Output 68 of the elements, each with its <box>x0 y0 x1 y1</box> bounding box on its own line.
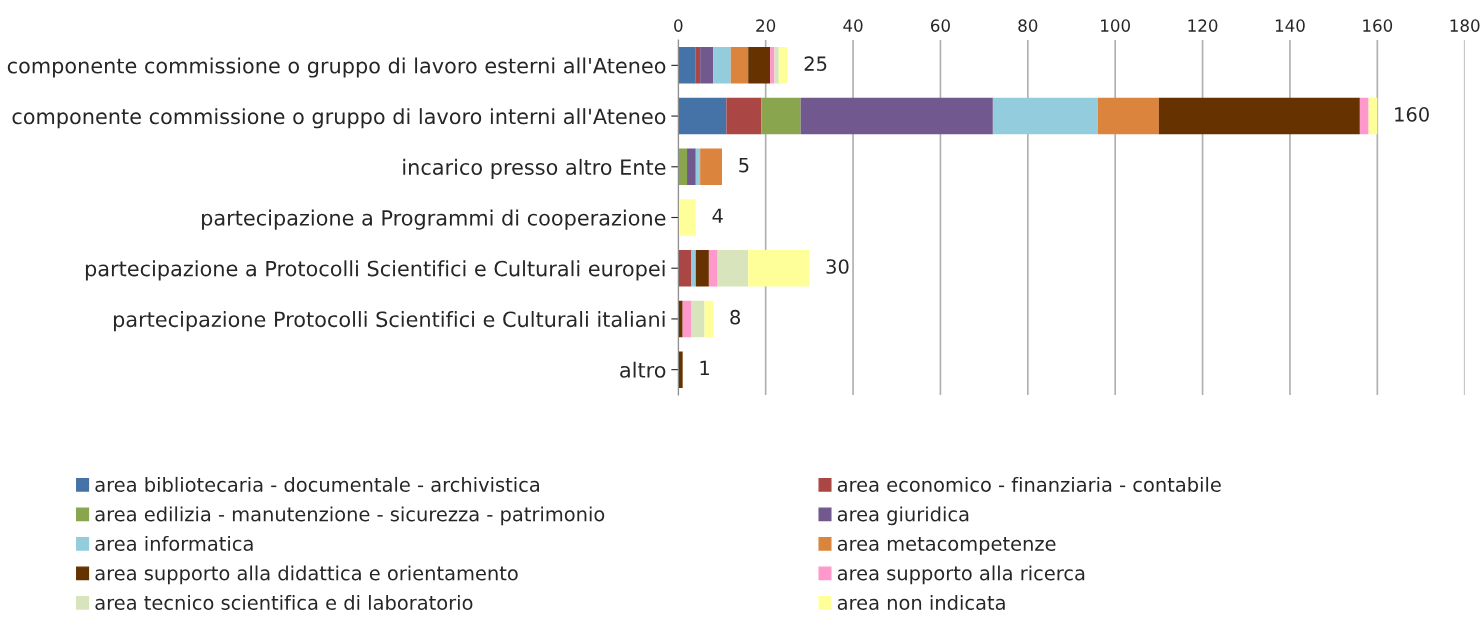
bar <box>678 300 683 338</box>
legend-label: area informatica <box>95 535 253 551</box>
legend-label: area tecnico scientifica e di laboratorio <box>95 594 473 610</box>
legend-label: area bibliotecaria - documentale - archivistica <box>95 476 539 492</box>
x-tick-label: 180 <box>1450 19 1480 32</box>
x-tick-label: 140 <box>1275 19 1305 32</box>
bar <box>713 47 731 84</box>
bar <box>774 47 779 84</box>
total-label: 1 <box>700 360 709 376</box>
x-tick-label: 20 <box>756 19 776 32</box>
total-label: 160 <box>1395 107 1429 122</box>
bar <box>1359 97 1369 135</box>
x-tick-label: 40 <box>843 19 863 32</box>
bar <box>1368 97 1378 135</box>
bar <box>691 249 696 287</box>
total-label: 30 <box>826 259 849 274</box>
y-tick-label: partecipazione a Programmi di cooperazione <box>202 209 666 230</box>
bar <box>730 47 749 84</box>
y-tick-label: componente commissione o gruppo di lavoro esterni all'Ateneo <box>7 57 666 78</box>
bar <box>700 47 714 84</box>
bar <box>695 148 701 186</box>
bar <box>778 47 788 84</box>
bar <box>678 97 727 135</box>
bar <box>695 47 701 84</box>
total-label: 5 <box>739 157 749 173</box>
bar <box>800 97 993 135</box>
x-tick-label: 0 <box>674 19 683 32</box>
bar <box>748 249 810 287</box>
bar <box>704 300 714 338</box>
legend-label: area edilizia - manutenzione - sicurezza - patrimonio <box>95 506 605 526</box>
legend-label: area supporto alla didattica e orientamento <box>95 565 518 585</box>
total-label: 25 <box>804 56 827 71</box>
bar <box>682 300 692 338</box>
legend-label: area supporto alla ricerca <box>837 565 1085 585</box>
y-tick-label: incarico presso altro Ente <box>403 158 666 180</box>
bar <box>1158 97 1360 135</box>
legend-label: area metacompetenze <box>837 537 1056 555</box>
bar <box>691 300 705 338</box>
y-tick-label: partecipazione Protocolli Scientifici e Culturali italiani <box>113 311 665 332</box>
bar <box>678 148 688 186</box>
bar <box>748 47 771 84</box>
bar <box>726 97 762 135</box>
total-label: 4 <box>712 208 723 223</box>
bar <box>761 97 801 135</box>
y-tick-label: partecipazione a Protocolli Scientifici e Culturali europei <box>85 260 665 281</box>
x-tick-label: 60 <box>930 19 950 32</box>
total-label: 8 <box>730 309 741 325</box>
y-tick-label: componente commissione o gruppo di lavoro interni all'Ateneo <box>12 108 666 129</box>
bar <box>687 148 696 186</box>
bar <box>1097 97 1159 135</box>
legend-label: area giuridica <box>837 506 969 526</box>
legend-label: area economico - finanziaria - contabile <box>837 476 1221 492</box>
x-tick-label: 120 <box>1188 19 1218 32</box>
bar <box>717 249 749 287</box>
y-tick-label: altro <box>620 361 666 378</box>
bar <box>678 199 696 236</box>
bar <box>678 249 692 287</box>
bar <box>700 148 722 186</box>
bar <box>708 249 718 287</box>
bar <box>678 351 683 388</box>
bar <box>992 97 1098 135</box>
bar <box>678 47 696 84</box>
x-tick-label: 80 <box>1018 19 1038 32</box>
bar <box>770 47 775 84</box>
x-tick-label: 160 <box>1363 19 1393 32</box>
bar <box>695 249 709 287</box>
x-tick-label: 100 <box>1101 19 1130 32</box>
legend-label: area non indicata <box>837 594 1005 610</box>
